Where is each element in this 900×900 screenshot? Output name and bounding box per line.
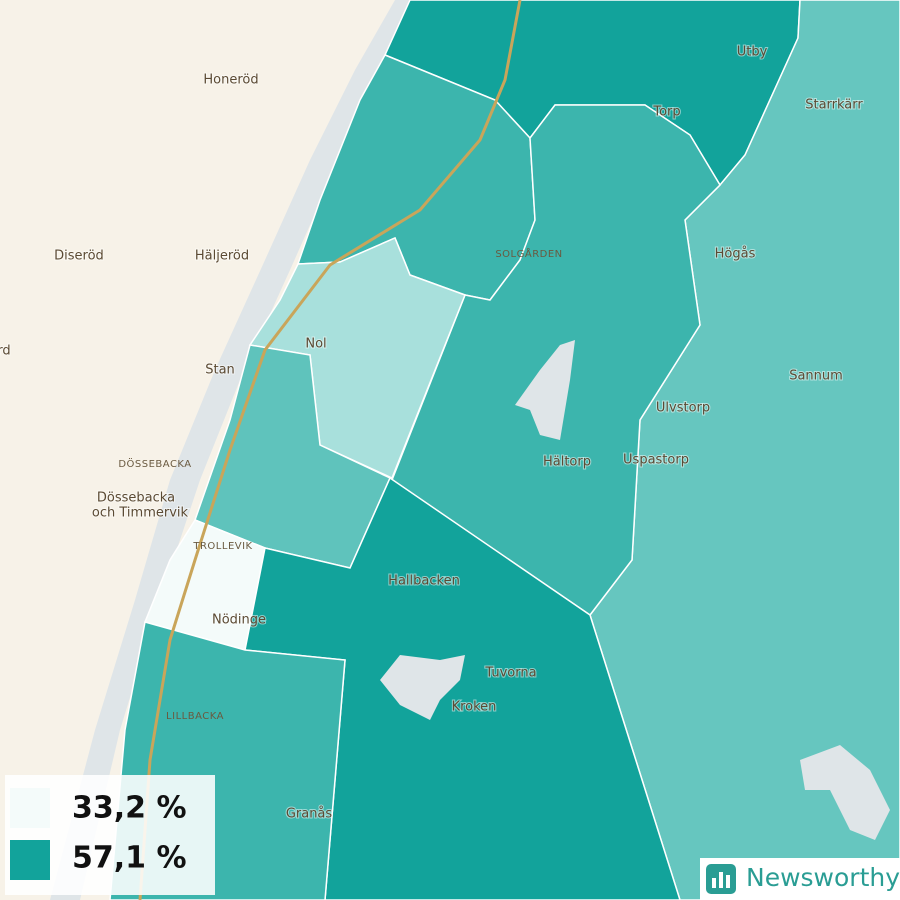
- lake: [800, 745, 890, 840]
- place-label: Honeröd: [203, 73, 258, 88]
- brand-icon-bar: [712, 878, 716, 888]
- district-label: DÖSSEBACKA: [118, 457, 191, 470]
- place-label: Stan: [205, 363, 235, 378]
- district-label: SOLGÅRDEN: [495, 247, 562, 260]
- place-label: rd: [0, 344, 11, 359]
- highway: [138, 0, 522, 900]
- place-label: Högås: [715, 247, 756, 262]
- place-label: Nol: [305, 337, 326, 352]
- place-label: Granås: [286, 807, 333, 822]
- legend-label: 33,2 %: [72, 791, 187, 826]
- labels: Honeröd Diseröd Häljeröd rd Stan DÖSSEBA…: [0, 44, 864, 823]
- legend-label: 57,1 %: [72, 841, 187, 876]
- lakes: [380, 340, 890, 840]
- place-label: Diseröd: [54, 249, 104, 264]
- place-label: Utby: [737, 45, 768, 60]
- place-label: Tuvorna: [484, 666, 536, 681]
- legend: 33,2 % 57,1 %: [5, 775, 215, 895]
- brand-icon-bar: [726, 875, 730, 888]
- place-label: Nödinge: [212, 613, 266, 628]
- place-label: Hallbacken: [388, 574, 460, 589]
- lake: [515, 340, 575, 440]
- place-label: Ulvstorp: [656, 401, 710, 416]
- place-label: Dössebacka: [97, 491, 175, 506]
- lake: [380, 655, 465, 720]
- place-label: Uspastorp: [623, 453, 689, 468]
- place-label: Sannum: [789, 369, 843, 384]
- place-label: och Timmervik: [92, 506, 189, 521]
- place-label: Starrkärr: [805, 98, 863, 113]
- district-label: LILLBACKA: [166, 711, 224, 722]
- legend-swatch: [10, 840, 50, 880]
- place-label: Hältorp: [543, 455, 591, 470]
- place-label: Kroken: [452, 700, 497, 715]
- place-label: Häljeröd: [195, 249, 249, 264]
- legend-swatch: [10, 788, 50, 828]
- district-label: TROLLEVIK: [192, 541, 252, 552]
- brand-icon-bar: [719, 872, 723, 888]
- brand-name: Newsworthy: [746, 863, 900, 892]
- place-label: Torp: [652, 105, 680, 120]
- brand: Newsworthy: [700, 858, 900, 900]
